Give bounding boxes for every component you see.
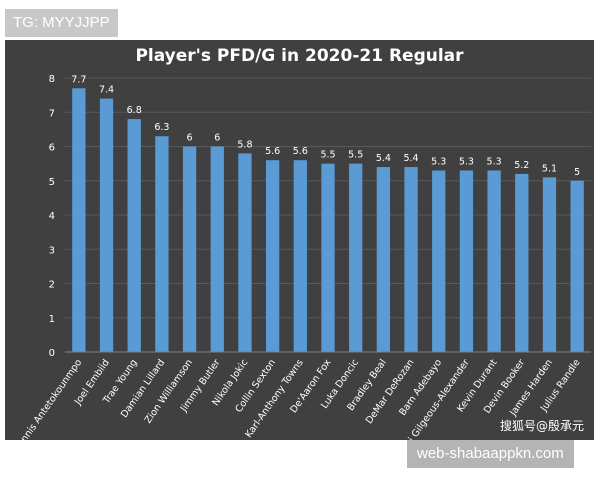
bar (155, 136, 169, 352)
y-tick-label: 7 (49, 108, 55, 119)
value-label: 6 (187, 133, 193, 144)
value-label: 5 (574, 167, 580, 178)
bar (293, 160, 307, 352)
bar (72, 88, 86, 353)
bar (182, 146, 197, 352)
chart-title: Player's PFD/G in 2020-21 Regular (135, 46, 464, 66)
value-label: 5.3 (487, 156, 502, 167)
bar (515, 173, 529, 352)
bar (265, 160, 280, 352)
source-watermark: 搜狐号@殷承元 (500, 419, 585, 433)
y-tick-label: 0 (49, 348, 55, 359)
value-label: 5.4 (376, 153, 391, 164)
bar (99, 98, 114, 352)
bar (376, 167, 391, 352)
value-label: 6 (214, 133, 220, 144)
value-label: 5.4 (403, 153, 418, 164)
y-tick-label: 3 (49, 245, 55, 256)
y-tick-label: 4 (49, 211, 55, 222)
bar (404, 167, 418, 352)
bar (432, 170, 446, 352)
y-tick-label: 8 (49, 74, 55, 85)
value-label: 6.8 (127, 105, 142, 116)
watermark-top: TG: MYYJJPP (5, 9, 118, 37)
value-label: 5.3 (459, 156, 474, 167)
bar (542, 177, 557, 352)
value-label: 5.1 (542, 163, 557, 174)
value-label: 5.3 (431, 156, 446, 167)
y-tick-label: 1 (49, 314, 55, 325)
value-label: 5.2 (514, 160, 529, 171)
value-label: 7.7 (71, 74, 86, 85)
bar (127, 119, 141, 352)
value-label: 7.4 (99, 85, 114, 96)
chart-panel: 0 1 2 3 4 5 6 7 8 7.7 Giannis Antetokounmpo 7.4 Joel… (5, 40, 594, 440)
value-label: 5.6 (293, 146, 308, 157)
value-label: 5.6 (265, 146, 280, 157)
bar (321, 163, 335, 352)
bar (210, 146, 224, 352)
bar (349, 163, 363, 352)
bar (487, 170, 501, 352)
bar (238, 153, 252, 352)
value-label: 5.5 (320, 150, 335, 161)
value-label: 6.3 (154, 122, 169, 133)
value-label: 5.8 (237, 139, 252, 150)
bar (459, 170, 474, 352)
y-tick-label: 2 (49, 280, 55, 291)
y-tick-label: 5 (49, 177, 55, 188)
watermark-bottom: web-shabaappkn.com (407, 440, 574, 468)
value-label: 5.5 (348, 150, 363, 161)
bar (570, 180, 584, 352)
y-tick-label: 6 (49, 143, 55, 154)
